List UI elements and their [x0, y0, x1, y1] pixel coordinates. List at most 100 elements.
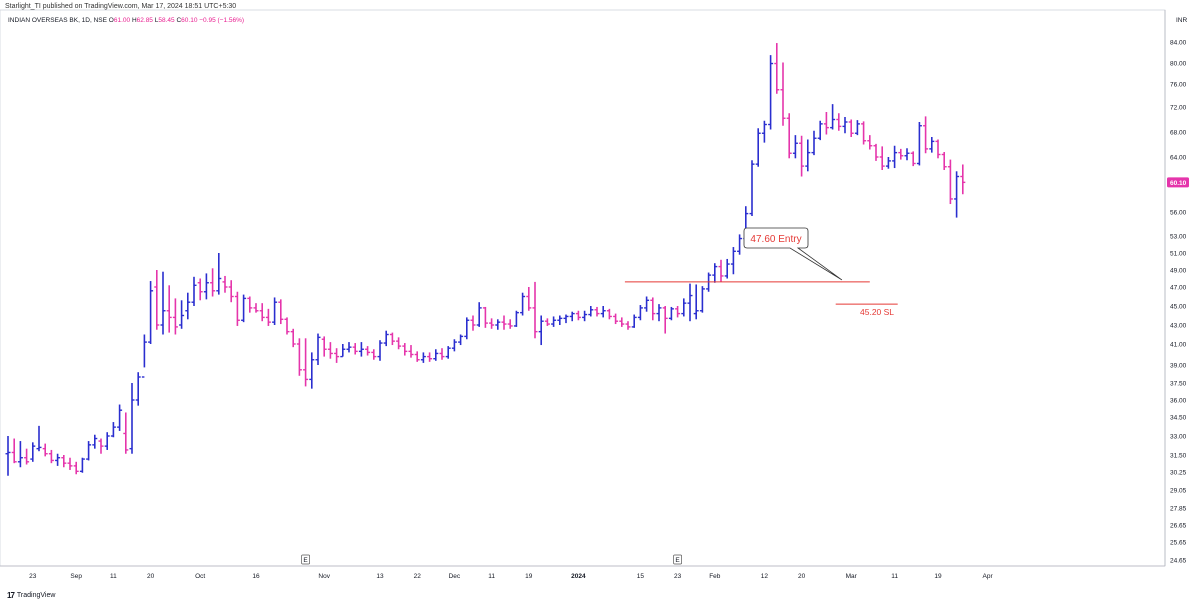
ohlc-bar	[563, 314, 569, 324]
ohlc-bar	[265, 308, 271, 326]
earnings-marker[interactable]: E	[673, 554, 682, 565]
y-tick-label: 76.00	[1170, 81, 1187, 88]
ohlc-bar	[916, 122, 922, 166]
ohlc-bar	[935, 139, 941, 159]
ohlc-bar	[290, 328, 296, 348]
time-axis[interactable]: 23 Sep 11 20 Oct 16 Nov 13 22 Dec 11 19 2024 15 23 Feb 1…	[29, 554, 993, 580]
ohlc-bar	[854, 120, 860, 136]
y-tick-label: 30.25	[1170, 469, 1187, 476]
x-tick-label: 19	[934, 573, 942, 580]
ohlc-bar	[582, 310, 588, 322]
ohlc-bar	[340, 344, 346, 358]
x-tick-label: 2024	[571, 573, 586, 580]
ohlc-bar	[148, 281, 154, 344]
open-label: O	[108, 17, 114, 24]
x-tick-label: Sep	[70, 573, 82, 580]
ohlc-bar	[451, 339, 457, 352]
ohlc-bar	[216, 253, 222, 295]
price-axis[interactable]: INR84.0080.0076.0072.0068.0064.0060.0056…	[1167, 17, 1189, 564]
ohlc-bar	[712, 263, 718, 283]
ohlc-bar	[92, 434, 98, 449]
ohlc-bar	[17, 441, 23, 468]
ohlc-bar	[898, 148, 904, 160]
ohlc-bar	[588, 306, 594, 317]
close-label: C	[176, 17, 182, 24]
x-tick-label: 15	[637, 573, 645, 580]
ohlc-bar	[848, 119, 854, 137]
y-tick-label: 33.00	[1170, 433, 1187, 440]
y-tick-label: 41.00	[1170, 341, 1187, 348]
x-tick-label: 11	[488, 573, 495, 580]
ohlc-bar	[923, 116, 929, 154]
footer-brand: 17 TradingView	[7, 591, 55, 600]
entry-callout: 47.60 Entry	[743, 227, 843, 281]
ohlc-bar	[811, 130, 817, 156]
ohlc-bar	[501, 315, 507, 330]
ohlc-bar	[402, 343, 408, 356]
x-tick-label: 12	[761, 573, 769, 580]
y-tick-label: 72.00	[1170, 104, 1187, 111]
tradingview-logo-icon: 17	[7, 591, 15, 600]
ohlc-bar	[668, 306, 674, 321]
x-tick-label: 16	[252, 573, 260, 580]
y-tick-label: 29.05	[1170, 487, 1187, 494]
ohlc-bar	[817, 120, 823, 141]
ohlc-bar	[631, 314, 637, 328]
ohlc-bar	[321, 336, 327, 357]
ohlc-bar	[464, 317, 470, 340]
ohlc-bar	[836, 113, 842, 131]
ohlc-bar	[687, 283, 693, 322]
ohlc-bar	[476, 302, 482, 327]
y-tick-label: 47.00	[1170, 284, 1187, 291]
chart-frame	[0, 9, 1166, 567]
ohlc-bar	[774, 43, 780, 94]
ohlc-bar	[228, 280, 234, 303]
ohlc-bar	[489, 318, 495, 329]
ohlc-bar	[197, 278, 203, 301]
ohlc-bar	[104, 432, 110, 450]
ohlc-bar	[625, 321, 631, 330]
ohlc-bar	[575, 310, 581, 321]
ohlc-bar	[551, 316, 557, 327]
y-tick-label: 56.00	[1170, 209, 1187, 216]
ohlc-bar	[135, 372, 141, 406]
ohlc-bar	[892, 145, 898, 169]
ohlc-bar	[123, 412, 129, 454]
ohlc-bar	[867, 135, 873, 150]
y-tick-label: 37.50	[1170, 380, 1187, 387]
ohlc-bar	[873, 143, 879, 161]
y-tick-label: 49.00	[1170, 267, 1187, 274]
y-tick-label: 26.65	[1170, 522, 1187, 529]
y-tick-label: 25.65	[1170, 539, 1187, 546]
y-tick-label: 43.00	[1170, 322, 1187, 329]
ohlc-bar	[278, 299, 284, 325]
ohlc-bar	[185, 292, 191, 320]
ohlc-bar	[885, 157, 891, 169]
y-tick-label: 27.85	[1170, 505, 1187, 512]
trade-annotations: 47.60 Entry 45.20 SL	[624, 227, 898, 317]
ohlc-bar	[284, 317, 290, 335]
ohlc-bar	[420, 352, 426, 363]
y-tick-label: 80.00	[1170, 60, 1187, 67]
currency-label: INR	[1176, 17, 1188, 24]
ohlc-bar	[61, 455, 67, 468]
ohlc-bar	[346, 342, 352, 353]
x-tick-label: Mar	[846, 573, 858, 580]
ohlc-bar	[352, 343, 358, 355]
ohlc-bar	[619, 317, 625, 327]
ohlc-bar	[160, 271, 166, 335]
ohlc-bar	[79, 457, 85, 473]
ohlc-bar	[172, 298, 178, 335]
ohlc-bar	[439, 348, 445, 360]
ohlc-bar	[272, 297, 278, 325]
y-tick-label: 34.50	[1170, 414, 1187, 421]
ohlc-bar	[11, 438, 17, 464]
ohlc-bar	[507, 319, 513, 329]
ohlc-bar	[117, 404, 123, 431]
earnings-marker[interactable]: E	[301, 554, 310, 565]
stop-loss-label: 45.20 SL	[860, 307, 894, 317]
x-tick-label: Oct	[195, 573, 205, 580]
ohlc-bar	[842, 117, 848, 134]
ohlc-bar	[544, 318, 550, 326]
